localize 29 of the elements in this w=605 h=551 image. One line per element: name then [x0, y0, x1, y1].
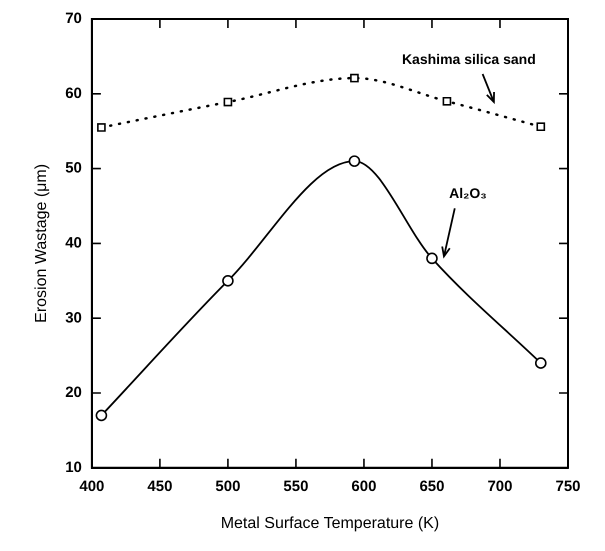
point	[442, 96, 452, 106]
x-tick-label: 450	[147, 478, 172, 495]
x-tick-label: 600	[351, 478, 376, 495]
x-tick-label: 550	[283, 478, 308, 495]
y-tick-label: 40	[65, 234, 82, 252]
point	[350, 74, 359, 82]
y-tick-label: 30	[65, 309, 82, 326]
point	[534, 357, 547, 369]
point	[348, 155, 360, 167]
y-tick-label: 70	[65, 10, 82, 28]
point	[426, 252, 438, 264]
x-tick-label: 750	[555, 478, 581, 495]
text: Al₂O₃	[449, 185, 487, 202]
point	[224, 98, 232, 106]
point	[97, 123, 106, 132]
y-tick-label: 20	[65, 384, 82, 402]
x-tick-label: 500	[215, 478, 240, 495]
y-tick-label: 60	[65, 84, 82, 102]
point	[222, 275, 234, 287]
y-axis-title: Erosion Wastage (μm)	[33, 164, 50, 323]
y-tick-label: 50	[65, 160, 82, 177]
x-axis-title: Metal Surface Temperature (K)	[220, 514, 440, 532]
point	[536, 122, 546, 132]
x-tick-label: 700	[487, 478, 512, 495]
series-label: Kashima silica sand	[402, 50, 536, 67]
x-tick-label: 650	[419, 478, 444, 495]
y-tick-label: 10	[65, 458, 82, 476]
point	[96, 410, 108, 422]
x-tick-label: 400	[79, 478, 104, 495]
